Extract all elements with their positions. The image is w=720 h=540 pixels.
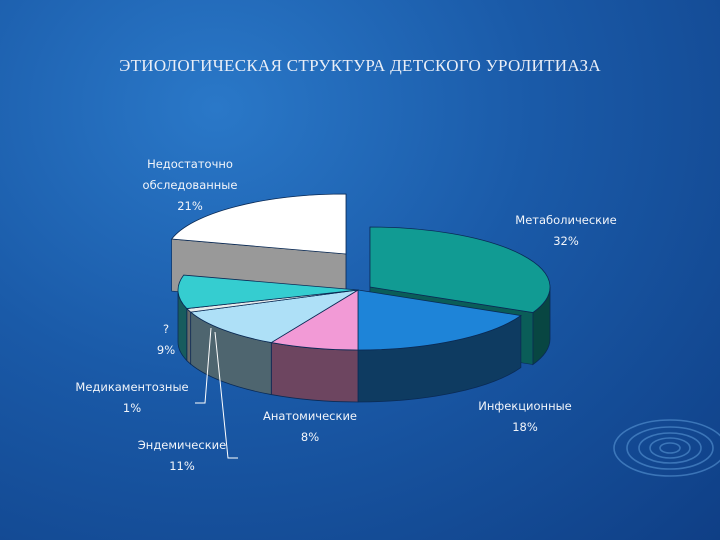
slice-label-line: ?: [163, 322, 169, 336]
slice-label-line: 9%: [157, 343, 175, 357]
slice-label-медикаментозные: Медикаментозные 1%: [75, 380, 188, 415]
pie-side-медикаментозные: [186, 307, 192, 365]
slice-label-line: Эндемические: [138, 438, 226, 452]
slice-label-инфекционные: Инфекционные 18%: [478, 399, 572, 434]
page-title: ЭТИОЛОГИЧЕСКАЯ СТРУКТУРА ДЕТСКОГО УРОЛИТ…: [119, 56, 601, 75]
pie-slice-эндемические: [189, 289, 359, 343]
leader-line-медикаментозные: [195, 327, 212, 404]
pie-slice-анатомические: [270, 289, 359, 351]
leader-line-эндемические: [214, 331, 238, 459]
pie-side-анатомические: [270, 342, 359, 403]
pie-slice-: [177, 274, 359, 309]
slice-label-line: 8%: [301, 430, 319, 444]
slice-label-line: Инфекционные: [478, 399, 572, 413]
slice-label-анатомические: Анатомические 8%: [263, 409, 357, 444]
pie-slice-инфекционные: [357, 289, 522, 351]
slice-label-line: 32%: [553, 234, 579, 248]
slice-label-недостаточно-обследованные: Недостаточно обследованные 21%: [143, 157, 238, 213]
slice-label-метаболические: Метаболические 32%: [515, 213, 616, 248]
slice-label-line: 1%: [123, 401, 141, 415]
slice-label-line: Метаболические: [515, 213, 616, 227]
pie-slice-недостаточно-обследованные: [170, 193, 347, 255]
slice-label-line: 21%: [177, 199, 203, 213]
ripple-decoration: [613, 419, 720, 477]
slice-label-line: Анатомические: [263, 409, 357, 423]
slice-label-line: Медикаментозные: [75, 380, 188, 394]
slice-label-эндемические: Эндемические 11%: [138, 438, 226, 473]
slice-label-: ? 9%: [157, 322, 175, 357]
slice-label-line: 11%: [169, 459, 195, 473]
slice-label-line: обследованные: [143, 178, 238, 192]
slice-label-line: 18%: [512, 420, 538, 434]
slice-label-line: Недостаточно: [147, 157, 233, 171]
pie-slice-метаболические: [369, 226, 551, 313]
